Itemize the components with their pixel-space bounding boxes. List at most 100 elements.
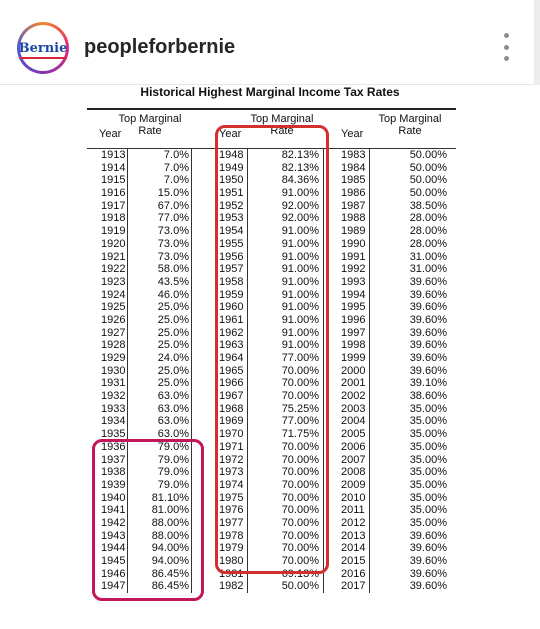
table-row: 1940 81.10%	[97, 492, 189, 505]
header-rate-line1: Top Marginal	[378, 113, 442, 125]
table-row: 1982 50.00%	[217, 580, 319, 593]
rate-cell: 91.00%	[281, 250, 319, 263]
more-vertical-icon[interactable]	[496, 33, 516, 61]
table-row: 1930 25.0%	[97, 365, 189, 378]
table-row: 1972 70.00%	[217, 454, 319, 467]
rate-cell: 92.00%	[281, 212, 319, 225]
year-cell: 1959	[219, 288, 244, 301]
table-row: 1970 71.75%	[217, 428, 319, 441]
rate-cell: 46.0%	[157, 288, 189, 301]
rate-cell: 50.00%	[409, 149, 447, 161]
year-cell: 1941	[101, 504, 126, 517]
year-cell: 1937	[101, 453, 126, 466]
avatar[interactable]: Bernie	[17, 22, 69, 74]
table-row: 1963 91.00%	[217, 339, 319, 352]
table-row: 1941 81.00%	[97, 504, 189, 517]
year-cell: 1919	[101, 225, 126, 238]
table-row: 1961 91.00%	[217, 314, 319, 327]
year-cell: 2010	[341, 491, 366, 504]
year-cell: 1914	[101, 161, 126, 174]
year-cell: 1925	[101, 301, 126, 314]
table-row: 1913 7.0%	[97, 149, 189, 162]
year-cell: 1916	[101, 187, 126, 200]
dot	[503, 44, 509, 50]
year-cell: 1967	[219, 390, 244, 403]
username-link[interactable]: peopleforbernie	[84, 36, 236, 58]
rate-cell: 77.00%	[281, 352, 319, 364]
year-cell: 1991	[341, 250, 366, 263]
year-cell: 1940	[101, 491, 126, 504]
year-cell: 2013	[341, 529, 366, 542]
table-row: 1937 79.0%	[97, 454, 189, 467]
table-row: 1959 91.00%	[217, 289, 319, 302]
table-row: 1984 50.00%	[339, 162, 447, 175]
rate-cell: 39.60%	[409, 529, 447, 542]
year-cell: 1979	[219, 542, 244, 555]
table-row: 1933 63.0%	[97, 403, 189, 416]
rate-cell: 7.0%	[163, 149, 189, 161]
rate-cell: 39.60%	[409, 339, 447, 352]
rate-cell: 58.0%	[157, 263, 189, 276]
header-year: Year	[99, 128, 122, 140]
rate-cell: 77.00%	[281, 415, 319, 428]
rate-cell: 28.00%	[409, 225, 447, 238]
table-row: 1936 79.0%	[97, 441, 189, 454]
table-row: 1967 70.00%	[217, 390, 319, 403]
year-cell: 1946	[101, 567, 126, 580]
year-cell: 2006	[341, 440, 366, 453]
dot	[503, 56, 509, 61]
year-cell: 1928	[101, 339, 126, 352]
rate-cell: 91.00%	[281, 313, 319, 326]
table-row: 1931 25.0%	[97, 377, 189, 390]
table-row: 1926 25.0%	[97, 314, 189, 327]
rate-cell: 91.00%	[281, 237, 319, 250]
table-row: 1946 86.45%	[97, 568, 189, 581]
rate-cell: 73.0%	[157, 250, 189, 263]
table-row: 1921 73.0%	[97, 251, 189, 264]
top-rule	[87, 108, 456, 110]
table-row: 2001 39.10%	[339, 377, 447, 390]
table-row: 1947 86.45%	[97, 580, 189, 593]
rate-cell: 35.00%	[409, 516, 447, 529]
table-row: 1975 70.00%	[217, 492, 319, 505]
year-cell: 1983	[341, 149, 366, 161]
year-cell: 1939	[101, 478, 126, 491]
year-cell: 1956	[219, 250, 244, 263]
table-row: 2014 39.60%	[339, 542, 447, 555]
rate-cell: 39.60%	[409, 352, 447, 364]
rate-cell: 7.0%	[163, 161, 189, 174]
year-cell: 1960	[219, 301, 244, 314]
rate-cell: 25.0%	[157, 339, 189, 352]
rate-cell: 73.0%	[157, 237, 189, 250]
year-cell: 1932	[101, 390, 126, 403]
rate-cell: 43.5%	[157, 275, 189, 288]
header-rule	[87, 148, 456, 149]
year-cell: 1993	[341, 275, 366, 288]
table-row: 2004 35.00%	[339, 415, 447, 428]
year-cell: 2007	[341, 453, 366, 466]
rate-cell: 70.00%	[281, 466, 319, 479]
rows: 1913 7.0% 1914 7.0% 1915 7.0% 1916 15.0% 1917 67.…	[97, 149, 189, 593]
year-cell: 2000	[341, 364, 366, 377]
table-row: 1939 79.0%	[97, 479, 189, 492]
rate-cell: 70.00%	[281, 440, 319, 453]
column-separator	[323, 148, 324, 593]
table-row: 1994 39.60%	[339, 289, 447, 302]
table-row: 2013 39.60%	[339, 530, 447, 543]
table-row: 1918 77.0%	[97, 212, 189, 225]
table-row: 1980 70.00%	[217, 555, 319, 568]
rate-cell: 39.60%	[409, 364, 447, 377]
table-row: 1945 94.00%	[97, 555, 189, 568]
rate-cell: 50.00%	[281, 580, 319, 593]
table-row: 1957 91.00%	[217, 263, 319, 276]
table-row: 2002 38.60%	[339, 390, 447, 403]
rows: 1983 50.00% 1984 50.00% 1985 50.00% 1986 50.00%…	[339, 149, 447, 593]
year-cell: 1994	[341, 288, 366, 301]
table-row: 1929 24.0%	[97, 352, 189, 365]
table-row: 1942 88.00%	[97, 517, 189, 530]
year-cell: 1947	[101, 580, 126, 593]
year-cell: 1943	[101, 529, 126, 542]
year-cell: 1938	[101, 466, 126, 479]
rate-cell: 35.00%	[409, 453, 447, 466]
year-cell: 2003	[341, 402, 366, 415]
